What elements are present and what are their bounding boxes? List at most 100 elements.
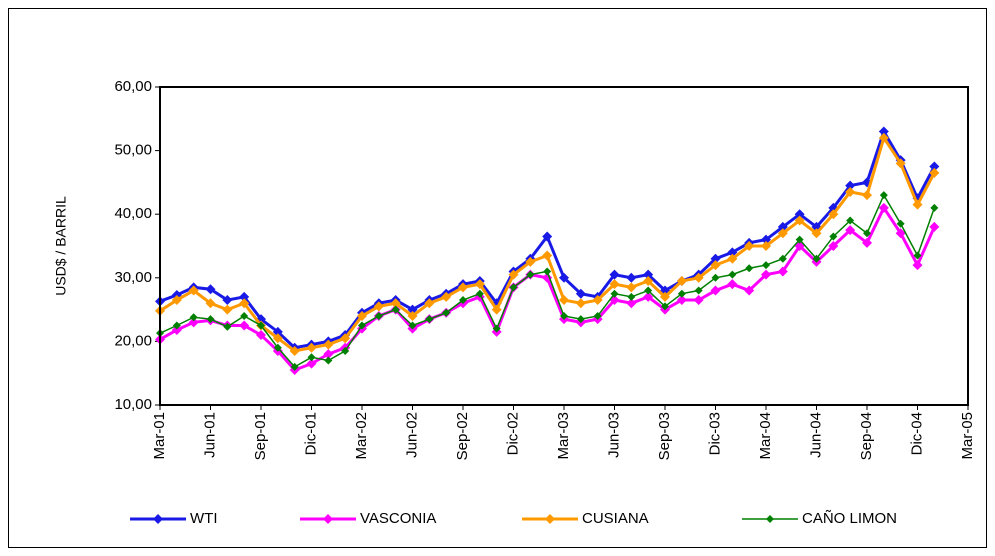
series-marker (762, 261, 770, 270)
series-marker (559, 295, 569, 306)
x-tick-label: Dic-02 (504, 412, 521, 455)
series-marker (913, 251, 922, 260)
series-marker (626, 282, 637, 293)
series-marker (222, 304, 233, 315)
series-marker (778, 254, 787, 263)
series-marker (710, 253, 721, 264)
y-tick-label: 10,00 (114, 396, 152, 413)
series-marker (509, 283, 518, 292)
series-marker (290, 362, 299, 371)
series-marker (575, 288, 586, 299)
x-tick-label: Dic-01 (302, 412, 319, 455)
series-marker (223, 322, 232, 331)
x-tick-label: Jun-01 (201, 412, 218, 458)
series-marker (846, 216, 855, 225)
series-marker (188, 317, 199, 328)
series-marker (543, 267, 552, 276)
series-marker (592, 295, 603, 306)
series-marker (508, 269, 519, 280)
series-marker (491, 304, 502, 315)
series-marker (828, 209, 839, 220)
series-marker (845, 186, 856, 197)
series-marker (240, 311, 249, 320)
series-marker (896, 219, 905, 228)
legend-label: VASCONIA (360, 510, 436, 527)
series-marker (407, 304, 418, 315)
series-marker (575, 298, 586, 309)
series-marker (576, 315, 585, 324)
series-marker (205, 284, 216, 295)
series-marker (239, 320, 250, 331)
series-marker (728, 270, 737, 279)
series-marker (829, 232, 838, 241)
series-marker (794, 215, 805, 226)
series-marker (879, 191, 888, 200)
legend-marker (153, 514, 163, 524)
series-marker (475, 289, 484, 298)
legend-marker (545, 514, 555, 524)
series-marker (206, 315, 215, 324)
x-tick-label: Mar-03 (555, 412, 572, 460)
series-marker (812, 254, 821, 263)
series-marker (257, 321, 265, 330)
series-marker (777, 266, 788, 277)
x-tick-label: Sep-01 (252, 412, 269, 460)
legend-marker (323, 514, 333, 524)
series-marker (643, 269, 654, 280)
x-tick-label: Dic-04 (908, 412, 925, 455)
series-marker (794, 209, 805, 220)
series-marker (644, 286, 653, 295)
y-tick-label: 40,00 (114, 205, 152, 222)
series-marker (441, 291, 452, 302)
series-marker (341, 346, 350, 355)
series-marker (609, 269, 620, 280)
y-tick-label: 60,00 (114, 78, 152, 95)
y-tick-label: 50,00 (114, 142, 152, 159)
series-marker (694, 286, 703, 295)
legend-label: WTI (190, 510, 218, 527)
series-marker (727, 279, 738, 290)
series-marker (643, 291, 654, 302)
series-marker (862, 237, 872, 248)
series-marker (761, 269, 771, 280)
series-marker (390, 298, 401, 309)
series-marker (425, 315, 434, 324)
series-marker (777, 221, 788, 232)
chart-border (8, 8, 987, 548)
x-tick-label: Jun-04 (807, 412, 824, 458)
x-tick-label: Sep-04 (858, 412, 875, 460)
series-marker (661, 302, 669, 311)
series-marker (693, 295, 704, 306)
series-marker (795, 235, 804, 244)
series-marker (188, 285, 199, 296)
series-marker (171, 295, 182, 306)
series-marker (474, 279, 485, 290)
series-marker (542, 272, 553, 283)
series-marker (643, 275, 654, 286)
series-marker (526, 270, 535, 279)
series-marker (408, 321, 417, 330)
series-marker (542, 231, 553, 242)
series-marker (273, 343, 282, 352)
series-marker (323, 339, 334, 350)
series-marker (324, 356, 333, 365)
series-marker (189, 313, 198, 322)
x-tick-label: Mar-02 (353, 412, 370, 460)
x-tick-label: Jun-03 (605, 412, 622, 458)
series-marker (459, 296, 467, 305)
series-marker (542, 250, 553, 261)
series-marker (442, 308, 451, 317)
legend-marker (766, 515, 774, 523)
series-marker (863, 229, 871, 238)
series-marker (458, 282, 468, 293)
series-marker (424, 298, 435, 309)
series-marker (374, 311, 383, 320)
series-marker (895, 158, 906, 169)
series-marker (862, 190, 872, 201)
series-marker (929, 167, 940, 178)
legend-label: CUSIANA (582, 510, 649, 527)
series-marker (878, 132, 889, 143)
series-marker (609, 279, 620, 290)
series-marker (929, 161, 940, 172)
